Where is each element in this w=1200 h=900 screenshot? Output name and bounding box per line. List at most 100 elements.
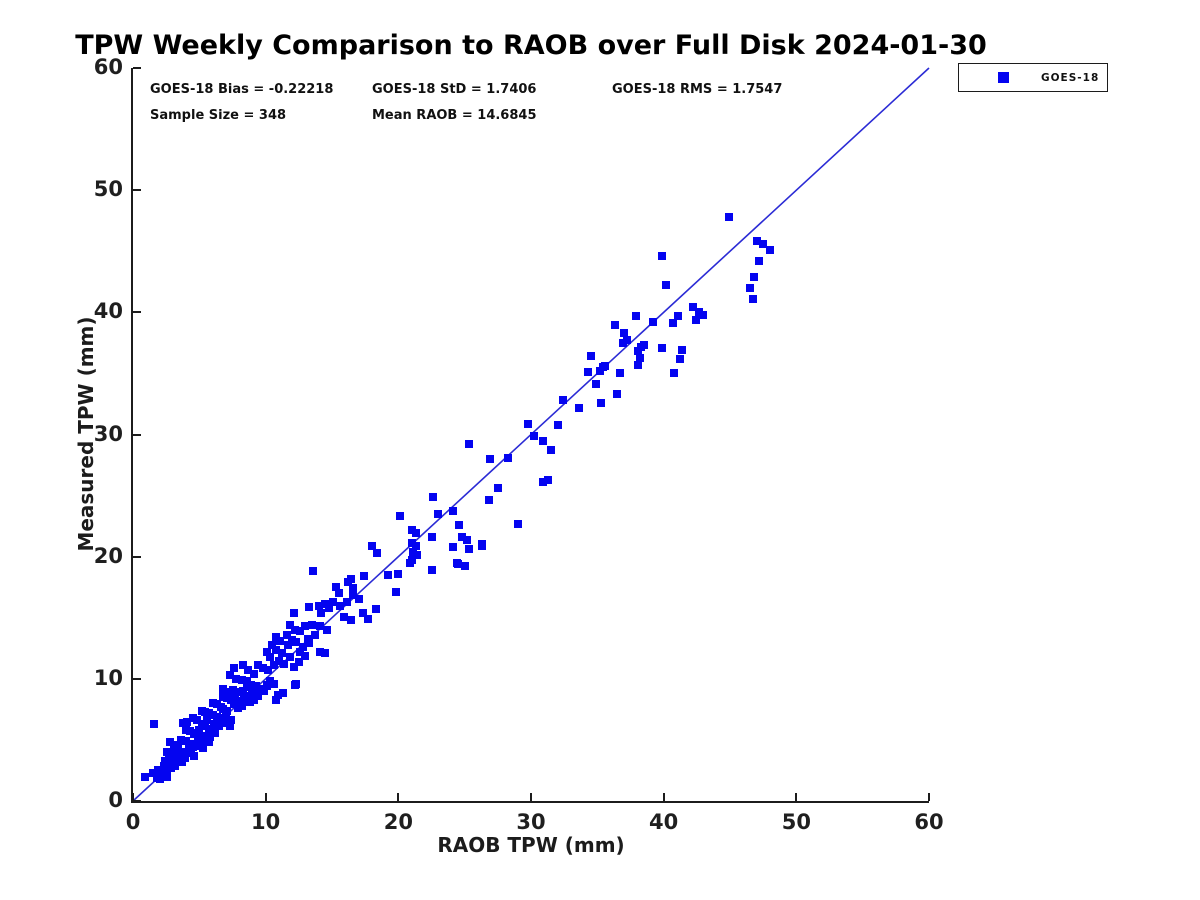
scatter-point [253,691,262,700]
scatter-point [484,496,493,505]
scatter-point [412,551,421,560]
scatter-point [724,213,733,222]
scatter-point [745,283,754,292]
scatter-point [180,754,189,763]
scatter-point [269,661,278,670]
scatter-point [601,362,610,371]
scatter-point [152,773,161,782]
scatter-point [229,689,238,698]
scatter-point [212,712,221,721]
scatter-point [411,541,420,550]
legend-box: GOES-18 [958,63,1108,92]
x-axis-label: RAOB TPW (mm) [437,833,625,857]
scatter-point [274,656,283,665]
y-tick-mark [133,677,141,680]
scatter-point [211,728,220,737]
scatter-point [765,246,774,255]
scatter-point [278,689,287,698]
scatter-point [613,390,622,399]
x-tick-mark [530,793,532,801]
scatter-point [284,640,293,649]
scatter-point [662,281,671,290]
scatter-point [272,633,281,642]
scatter-point [292,679,301,688]
scatter-point [359,572,368,581]
scatter-point [460,562,469,571]
scatter-point [699,310,708,319]
scatter-point [584,368,593,377]
scatter-point [253,661,262,670]
x-tick-label: 40 [649,810,679,834]
scatter-point [219,684,228,693]
y-tick-mark [133,67,141,69]
scatter-point [411,529,420,538]
scatter-point [199,744,208,753]
y-tick-mark [133,555,141,558]
scatter-point [314,601,323,610]
scatter-point [225,722,234,731]
scatter-point [305,602,314,611]
y-tick-label: 40 [93,299,123,324]
scatter-point [298,643,307,652]
scatter-point [244,666,253,675]
scatter-point [158,767,167,776]
scatter-point [349,590,358,599]
scatter-point [184,744,193,753]
legend-marker-square-icon [998,72,1009,83]
scatter-point [196,735,205,744]
scatter-point [691,315,700,324]
scatter-point [309,567,318,576]
scatter-point [292,638,301,647]
scatter-point [285,621,294,630]
scatter-point [391,588,400,597]
scatter-point [634,347,643,356]
scatter-point [553,420,562,429]
scatter-point [163,772,172,781]
scatter-point [150,720,159,729]
scatter-point [204,738,213,747]
scatter-point [342,597,351,606]
scatter-point [225,671,234,680]
scatter-point [289,608,298,617]
scatter-point [477,540,486,549]
scatter-point [259,663,267,672]
scatter-point [574,403,583,412]
scatter-point [493,484,502,493]
scatter-point [203,716,212,725]
scatter-point [192,716,201,725]
y-tick-label: 10 [93,665,123,690]
scatter-point [407,556,416,565]
plot-area [131,67,930,803]
x-tick-mark [397,793,400,801]
stat-sample-size: Sample Size = 348 [150,108,287,123]
scatter-point [371,605,380,614]
scatter-point [183,717,192,726]
scatter-point [224,688,233,697]
scatter-point [658,252,667,261]
scatter-point [649,318,658,327]
scatter-point [308,621,317,630]
chart-title: TPW Weekly Comparison to RAOB over Full … [75,30,987,61]
scatter-point [252,682,261,691]
stat-mean-raob: Mean RAOB = 14.6845 [372,108,537,123]
scatter-point [227,695,236,704]
x-tick-label: 30 [516,810,546,834]
scatter-point [538,436,547,445]
scatter-point [316,647,325,656]
scatter-point [675,354,684,363]
scatter-point [310,630,319,639]
scatter-point [280,660,289,669]
scatter-point [239,661,248,670]
scatter-point [658,343,667,352]
scatter-point [592,380,600,389]
scatter-point [163,748,172,757]
x-tick-mark [132,793,134,801]
scatter-point [748,294,757,303]
scatter-point [755,257,764,266]
scatter-point [262,680,271,689]
scatter-point [296,627,305,636]
scatter-point [546,446,555,455]
scatter-point [247,680,256,689]
scatter-point [367,541,376,550]
y-tick-label: 0 [108,788,123,812]
